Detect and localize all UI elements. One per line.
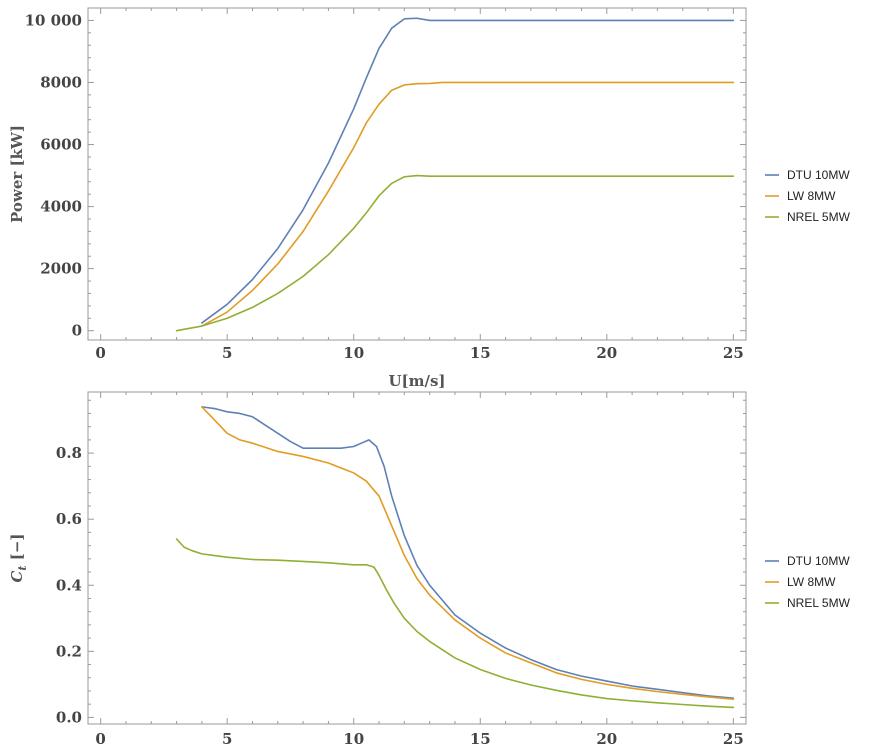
plot-frame [87, 7, 747, 341]
legend-label: DTU 10MW [787, 554, 850, 568]
legend: DTU 10MW LW 8MW NREL 5MW [765, 554, 851, 610]
x-tick-label: 10 [343, 344, 364, 362]
x-tick-label: 15 [470, 344, 491, 362]
x-tick-label: 25 [723, 344, 744, 362]
x-tick-label: 20 [596, 730, 617, 748]
x-tick-label: 15 [470, 730, 491, 748]
thrust-coefficient-chart-panel: 0 5 10 15 20 25 0.0 0.2 0.4 0.6 0.8 Ct [−] DTU 10MW L… [8, 391, 851, 748]
x-tick-label: 20 [596, 344, 617, 362]
plot-frame [87, 391, 747, 725]
y-tick-label: 0.4 [56, 576, 82, 594]
x-tick-label: 10 [343, 730, 364, 748]
legend-label: NREL 5MW [787, 596, 851, 610]
x-tick-label: 5 [222, 344, 232, 362]
series-line-nrel-5mw [175, 538, 735, 709]
legend-label: DTU 10MW [787, 168, 850, 182]
y-axis-title: Ct [−] [8, 533, 29, 582]
legend: DTU 10MW LW 8MW NREL 5MW [765, 168, 851, 224]
legend-label: NREL 5MW [787, 210, 851, 224]
y-tick-label: 6000 [40, 136, 82, 154]
y-tick-label: 0.8 [56, 444, 82, 462]
legend-label: LW 8MW [787, 575, 836, 589]
x-tick-label: 25 [723, 730, 744, 748]
y-tick-label: 10 000 [25, 11, 82, 29]
y-tick-label: 0.0 [56, 708, 82, 726]
y-axis-title: Power [kW] [8, 125, 26, 223]
y-tick-label: 0 [72, 322, 82, 340]
y-axis-title-main: C [8, 571, 26, 583]
x-tick-label: 0 [95, 344, 105, 362]
x-axis-title: U[m/s] [388, 372, 445, 390]
power-chart-panel: 0 5 10 15 20 25 0 2000 4000 6000 8000 10 000 U[m/s] P… [8, 7, 851, 390]
series-line-dtu-10mw [201, 406, 735, 700]
series-line-dtu-10mw [201, 17, 735, 324]
y-tick-label: 0.6 [56, 510, 82, 528]
y-tick-label: 4000 [40, 198, 82, 216]
series-line-lw-8mw [201, 406, 735, 701]
y-axis-title-rest: [−] [8, 533, 26, 565]
y-tick-label: 8000 [40, 73, 82, 91]
series-line-lw-8mw [201, 81, 735, 327]
y-axis-title-subscript: t [16, 565, 29, 570]
legend-label: LW 8MW [787, 189, 836, 203]
y-tick-label: 0.2 [56, 642, 82, 660]
x-tick-label: 5 [222, 730, 232, 748]
series-line-nrel-5mw [175, 174, 735, 332]
y-tick-label: 2000 [40, 260, 82, 278]
x-tick-label: 0 [95, 730, 105, 748]
